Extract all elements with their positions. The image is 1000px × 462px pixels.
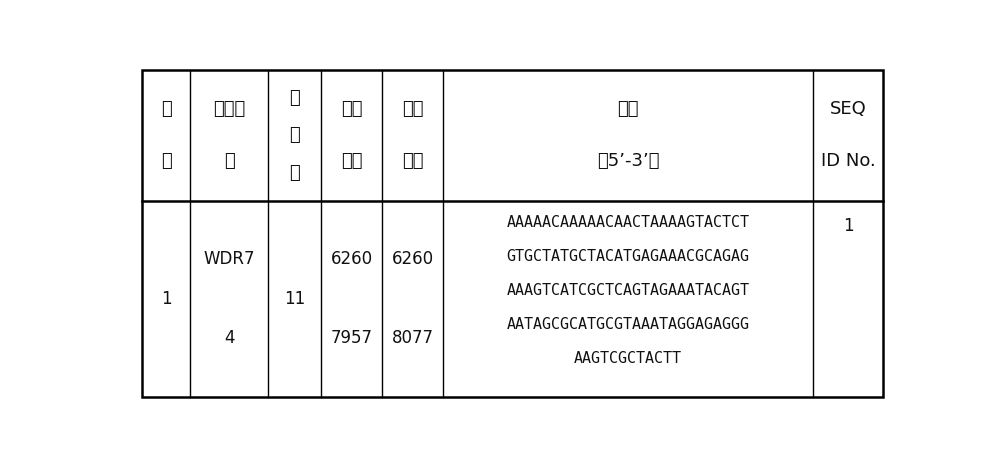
Text: 终止: 终止 (402, 100, 423, 118)
Text: 4: 4 (224, 329, 234, 347)
Text: GTGCTATGCTACATGAGAAACGCAGAG: GTGCTATGCTACATGAGAAACGCAGAG (507, 249, 750, 264)
Text: 区: 区 (161, 100, 172, 118)
Text: 位置: 位置 (402, 152, 423, 170)
Text: 位置: 位置 (341, 152, 362, 170)
Text: 11: 11 (284, 290, 305, 308)
Text: 6260: 6260 (391, 250, 434, 268)
Text: 6260: 6260 (331, 250, 373, 268)
Text: （5’-3’）: （5’-3’） (597, 152, 659, 170)
Text: AATAGCGCATGCGTAAATAGGAGAGGG: AATAGCGCATGCGTAAATAGGAGAGGG (507, 316, 750, 332)
Text: AAGTCGCTACTT: AAGTCGCTACTT (574, 351, 682, 365)
Text: ID No.: ID No. (821, 152, 876, 170)
Text: 7957: 7957 (331, 329, 373, 347)
Text: AAAGTCATCGCTCAGTAGAAATACAGT: AAAGTCATCGCTCAGTAGAAATACAGT (507, 283, 750, 298)
Text: 8077: 8077 (391, 329, 433, 347)
Text: 染: 染 (289, 89, 300, 107)
Text: 域: 域 (161, 152, 172, 170)
Text: 基因名: 基因名 (213, 100, 245, 118)
Text: 序列: 序列 (617, 100, 639, 118)
Text: 色: 色 (289, 126, 300, 144)
Text: 体: 体 (289, 164, 300, 182)
Text: 1: 1 (161, 290, 171, 308)
Text: 称: 称 (224, 152, 234, 170)
Text: 起始: 起始 (341, 100, 362, 118)
Text: AAAAACAAAAACAACTAAAAGTACTCT: AAAAACAAAAACAACTAAAAGTACTCT (507, 215, 750, 230)
Text: SEQ: SEQ (830, 100, 867, 118)
Text: 1: 1 (843, 217, 853, 235)
Text: WDR7: WDR7 (203, 250, 255, 268)
